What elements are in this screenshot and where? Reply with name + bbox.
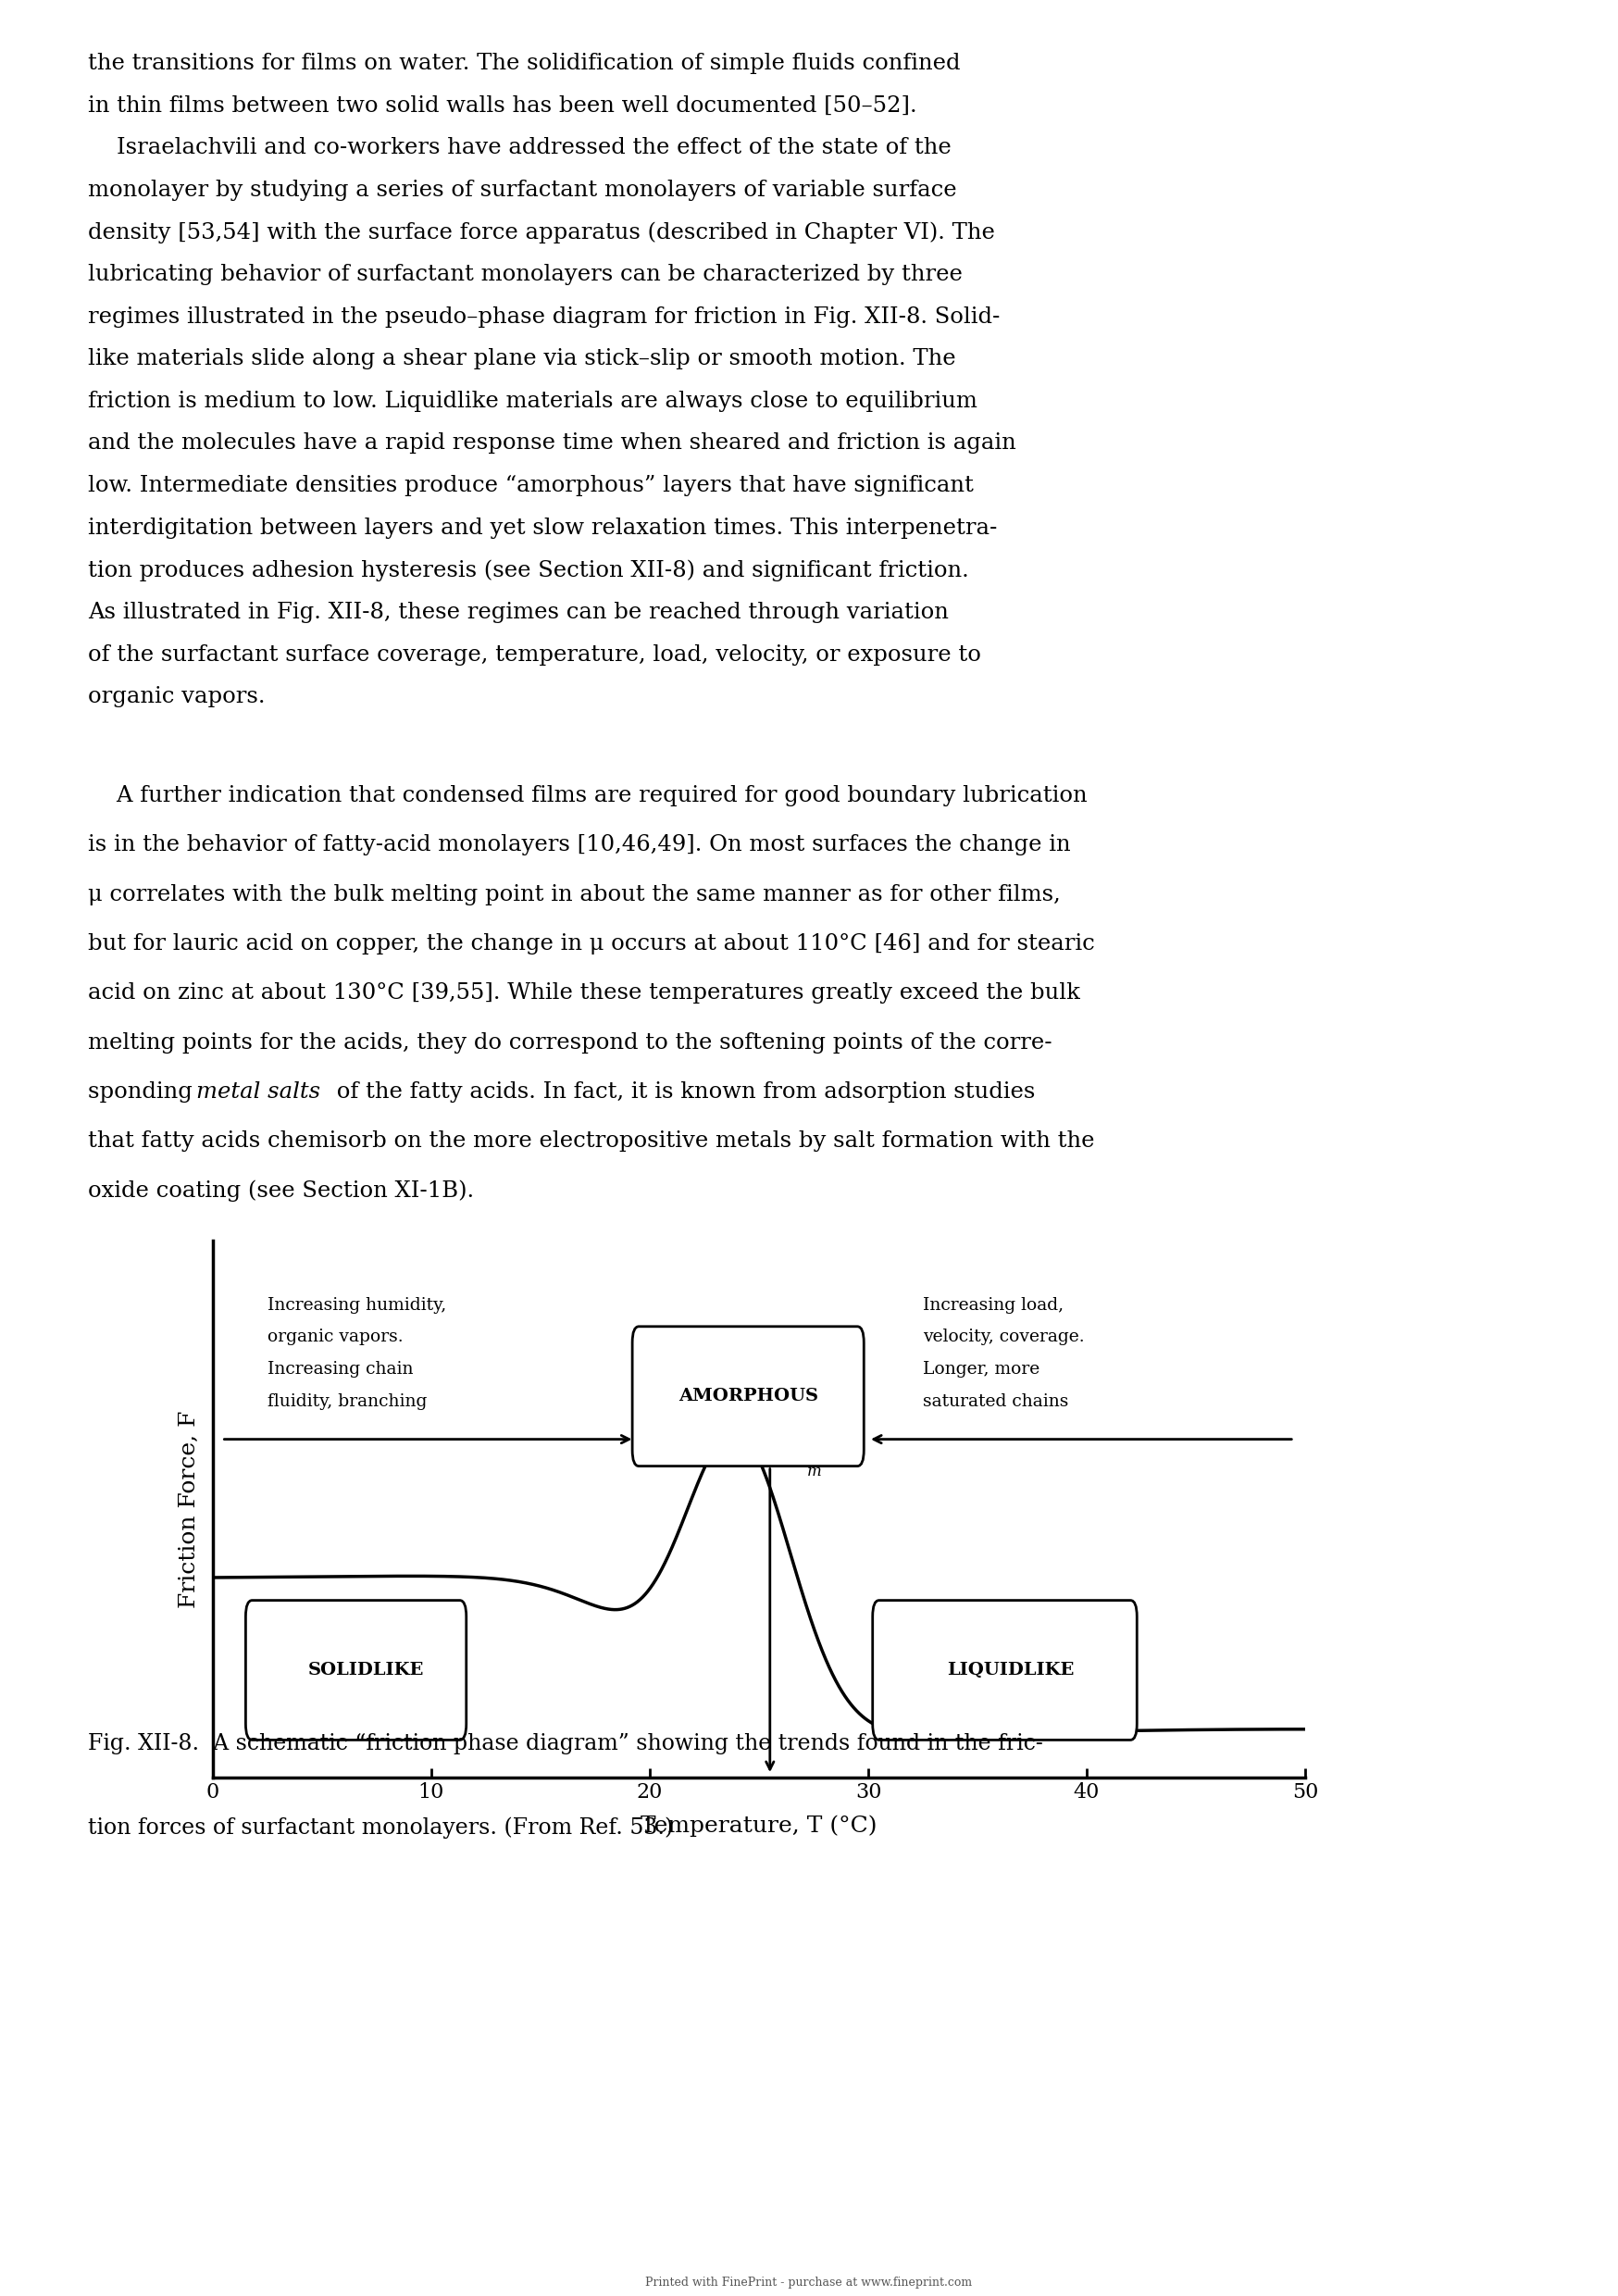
Text: the transitions for films on water. The solidification of simple fluids confined: the transitions for films on water. The …	[87, 53, 961, 73]
Text: friction is medium to low. Liquidlike materials are always close to equilibrium: friction is medium to low. Liquidlike ma…	[87, 390, 977, 411]
Text: tion forces of surfactant monolayers. (From Ref. 53.): tion forces of surfactant monolayers. (F…	[87, 1816, 673, 1839]
Text: organic vapors.: organic vapors.	[267, 1329, 403, 1345]
Text: sponding: sponding	[87, 1081, 199, 1102]
Text: m: m	[807, 1463, 822, 1479]
Text: oxide coating (see Section XI-1B).: oxide coating (see Section XI-1B).	[87, 1180, 474, 1201]
Text: interdigitation between layers and yet slow relaxation times. This interpenetra-: interdigitation between layers and yet s…	[87, 517, 997, 540]
Text: like materials slide along a shear plane via stick–slip or smooth motion. The: like materials slide along a shear plane…	[87, 349, 956, 370]
Text: of the fatty acids. In fact, it is known from adsorption studies: of the fatty acids. In fact, it is known…	[328, 1081, 1036, 1102]
Text: Printed with FinePrint - purchase at www.fineprint.com: Printed with FinePrint - purchase at www…	[646, 2278, 972, 2289]
Text: A further indication that condensed films are required for good boundary lubrica: A further indication that condensed film…	[87, 785, 1087, 806]
Text: melting points for the acids, they do correspond to the softening points of the : melting points for the acids, they do co…	[87, 1031, 1052, 1054]
Text: Longer, more: Longer, more	[922, 1362, 1040, 1378]
Text: Increasing chain: Increasing chain	[267, 1362, 413, 1378]
Text: fluidity, branching: fluidity, branching	[267, 1394, 427, 1410]
Text: organic vapors.: organic vapors.	[87, 687, 265, 707]
Text: and the molecules have a rapid response time when sheared and friction is again: and the molecules have a rapid response …	[87, 432, 1016, 455]
Text: tion produces adhesion hysteresis (see Section XII-8) and significant friction.: tion produces adhesion hysteresis (see S…	[87, 560, 969, 581]
Text: LIQUIDLIKE: LIQUIDLIKE	[947, 1662, 1074, 1678]
Text: low. Intermediate densities produce “amorphous” layers that have significant: low. Intermediate densities produce “amo…	[87, 475, 974, 496]
FancyBboxPatch shape	[872, 1600, 1137, 1740]
Text: Israelachvili and co-workers have addressed the effect of the state of the: Israelachvili and co-workers have addres…	[87, 138, 951, 158]
Text: μ correlates with the bulk melting point in about the same manner as for other f: μ correlates with the bulk melting point…	[87, 884, 1060, 905]
Text: in thin films between two solid walls has been well documented [50–52].: in thin films between two solid walls ha…	[87, 94, 917, 117]
Text: density [53,54] with the surface force apparatus (described in Chapter VI). The: density [53,54] with the surface force a…	[87, 223, 995, 243]
Y-axis label: Friction Force, F: Friction Force, F	[178, 1410, 201, 1607]
Text: but for lauric acid on copper, the change in μ occurs at about 110°C [46] and fo: but for lauric acid on copper, the chang…	[87, 932, 1095, 955]
FancyBboxPatch shape	[246, 1600, 466, 1740]
Text: regimes illustrated in the pseudo–phase diagram for friction in Fig. XII-8. Soli: regimes illustrated in the pseudo–phase …	[87, 305, 1000, 328]
Text: velocity, coverage.: velocity, coverage.	[922, 1329, 1084, 1345]
X-axis label: Temperature, T (°C): Temperature, T (°C)	[641, 1816, 877, 1837]
FancyBboxPatch shape	[633, 1327, 864, 1467]
Text: saturated chains: saturated chains	[922, 1394, 1068, 1410]
Text: that fatty acids chemisorb on the more electropositive metals by salt formation : that fatty acids chemisorb on the more e…	[87, 1130, 1094, 1153]
Text: Increasing humidity,: Increasing humidity,	[267, 1297, 447, 1313]
Text: acid on zinc at about 130°C [39,55]. While these temperatures greatly exceed the: acid on zinc at about 130°C [39,55]. Whi…	[87, 983, 1081, 1003]
Text: metal salts: metal salts	[196, 1081, 320, 1102]
Text: Fig. XII-8.  A schematic “friction phase diagram” showing the trends found in th: Fig. XII-8. A schematic “friction phase …	[87, 1733, 1044, 1754]
Text: Increasing load,: Increasing load,	[922, 1297, 1063, 1313]
Text: lubricating behavior of surfactant monolayers can be characterized by three: lubricating behavior of surfactant monol…	[87, 264, 963, 285]
Text: As illustrated in Fig. XII-8, these regimes can be reached through variation: As illustrated in Fig. XII-8, these regi…	[87, 602, 948, 622]
Text: is in the behavior of fatty-acid monolayers [10,46,49]. On most surfaces the cha: is in the behavior of fatty-acid monolay…	[87, 833, 1071, 856]
Text: of the surfactant surface coverage, temperature, load, velocity, or exposure to: of the surfactant surface coverage, temp…	[87, 643, 981, 666]
Text: AMORPHOUS: AMORPHOUS	[678, 1389, 819, 1405]
Text: T: T	[788, 1444, 801, 1465]
Text: SOLIDLIKE: SOLIDLIKE	[307, 1662, 424, 1678]
Text: monolayer by studying a series of surfactant monolayers of variable surface: monolayer by studying a series of surfac…	[87, 179, 956, 200]
